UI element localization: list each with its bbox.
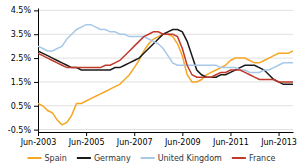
legend-swatch <box>28 157 42 159</box>
y-tick-mark <box>34 58 38 59</box>
series-group <box>38 25 293 125</box>
x-tick-mark <box>230 132 231 136</box>
grid <box>38 10 293 129</box>
plot-area: -0.5%0.5%1.5%2.5%3.5%4.5%Jun-2003Jun-200… <box>8 6 297 146</box>
series-line <box>38 34 293 125</box>
series-line <box>38 32 293 82</box>
y-tick-mark <box>34 10 38 11</box>
x-axis-line <box>39 132 294 133</box>
chart-svg: -0.5%0.5%1.5%2.5%3.5%4.5%Jun-2003Jun-200… <box>0 0 303 166</box>
x-tick: Jun-2009 <box>164 132 201 147</box>
legend-swatch <box>77 157 91 159</box>
y-axis: -0.5% 0.5% 1.5% 2.5% 3.5% 4.5% <box>8 6 39 134</box>
y-tick: 4.5% <box>11 6 38 15</box>
x-tick-label: Jun-2009 <box>164 138 201 147</box>
x-tick-mark <box>86 132 87 136</box>
grid-line <box>38 81 293 82</box>
x-tick: Jun-2013 <box>260 132 297 147</box>
series-line <box>38 25 293 73</box>
x-tick: Jun-2003 <box>20 132 57 147</box>
legend-item: Germany <box>77 154 131 163</box>
x-tick-label: Jun-2013 <box>260 138 297 147</box>
x-tick-label: Jun-2005 <box>68 138 105 147</box>
legend-label: United Kingdom <box>158 154 222 163</box>
x-tick-mark <box>134 132 135 136</box>
y-axis-line <box>38 9 39 133</box>
y-tick-label: 2.5% <box>11 54 32 63</box>
y-tick: 0.5% <box>11 102 38 111</box>
x-tick-label: Jun-2003 <box>20 138 57 147</box>
y-tick-label: 3.5% <box>11 30 32 39</box>
x-tick-label: Jun-2007 <box>116 138 153 147</box>
y-tick-label: -0.5% <box>8 126 32 135</box>
x-tick: Jun-2007 <box>116 132 153 147</box>
grid-line <box>38 58 293 59</box>
y-tick-mark <box>34 106 38 107</box>
y-tick-label: 4.5% <box>11 6 32 15</box>
chart-container: -0.5%0.5%1.5%2.5%3.5%4.5%Jun-2003Jun-200… <box>0 0 303 166</box>
legend-item: Spain <box>28 154 67 163</box>
legend-label: France <box>249 154 276 163</box>
x-tick-label: Jun-2011 <box>212 138 249 147</box>
y-tick-mark <box>34 130 38 131</box>
x-tick: Jun-2011 <box>212 132 249 147</box>
y-tick: 1.5% <box>11 78 38 87</box>
x-tick-mark <box>38 132 39 136</box>
y-tick-mark <box>34 82 38 83</box>
y-tick: 3.5% <box>11 30 38 39</box>
y-tick-label: 1.5% <box>11 78 32 87</box>
legend: Spain Germany United Kingdom France <box>28 154 276 163</box>
legend-label: Spain <box>45 154 67 163</box>
legend-swatch <box>232 157 246 159</box>
legend-label: Germany <box>94 154 131 163</box>
y-tick: -0.5% <box>8 126 38 135</box>
x-axis: Jun-2003 Jun-2005 Jun-2007 Jun-2009 Jun-2011… <box>20 132 297 147</box>
legend-item: France <box>232 154 276 163</box>
x-tick-mark <box>279 132 280 136</box>
x-tick-mark <box>182 132 183 136</box>
y-tick-mark <box>34 34 38 35</box>
legend-swatch <box>141 157 155 159</box>
grid-line <box>38 129 293 130</box>
series-line <box>38 29 293 84</box>
grid-line <box>38 10 293 11</box>
y-tick-label: 0.5% <box>11 102 32 111</box>
x-tick: Jun-2005 <box>68 132 105 147</box>
y-tick: 2.5% <box>11 54 38 63</box>
legend-item: United Kingdom <box>141 154 222 163</box>
